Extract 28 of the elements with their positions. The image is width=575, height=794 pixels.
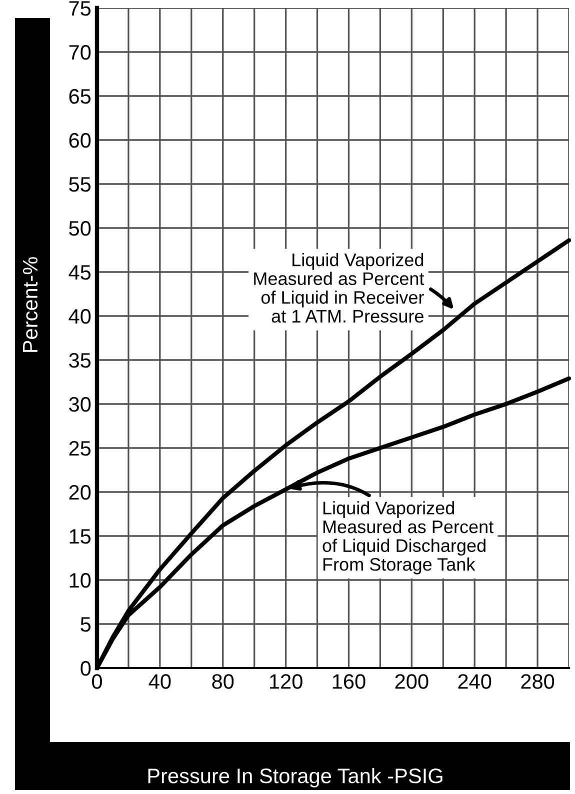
y-tick-label: 20 xyxy=(69,485,91,500)
y-tick-label: 10 xyxy=(70,573,91,588)
y-axis-title: Percent-% xyxy=(22,257,38,352)
y-tick-label: 35 xyxy=(69,353,91,368)
x-axis-title: Pressure In Storage Tank -PSIG xyxy=(148,768,442,788)
annotation: Liquid Vaporized Measured as Percent of Liquid Discharged From Storage Tank xyxy=(322,501,494,574)
y-tick-label: 75 xyxy=(69,1,91,16)
x-tick-label: 80 xyxy=(212,674,234,689)
x-tick-label: 120 xyxy=(270,674,302,689)
y-tick-label: 15 xyxy=(70,529,91,544)
y-tick-label: 70 xyxy=(69,45,91,60)
y-tick-label: 55 xyxy=(69,177,91,192)
x-tick-label: 160 xyxy=(332,674,366,689)
x-tick-label: 40 xyxy=(148,674,171,689)
x-tick-label: 280 xyxy=(521,674,554,689)
y-tick-label: 25 xyxy=(69,441,91,456)
y-tick-label: 40 xyxy=(68,309,91,324)
y-tick-label: 50 xyxy=(69,221,91,236)
x-tick-label: 240 xyxy=(458,674,492,689)
y-tick-label: 30 xyxy=(69,397,91,412)
x-tick-label: 200 xyxy=(395,674,428,689)
y-tick-label: 0 xyxy=(80,661,91,676)
y-tick-label: 60 xyxy=(69,133,91,148)
y-tick-label: 45 xyxy=(68,265,91,280)
y-tick-label: 65 xyxy=(69,89,91,104)
x-tick-label: 0 xyxy=(92,674,102,689)
y-tick-label: 5 xyxy=(80,617,91,632)
annotation: Liquid Vaporized Measured as Percent of Liquid in Receiver at 1 ATM. Pressure xyxy=(254,252,424,323)
